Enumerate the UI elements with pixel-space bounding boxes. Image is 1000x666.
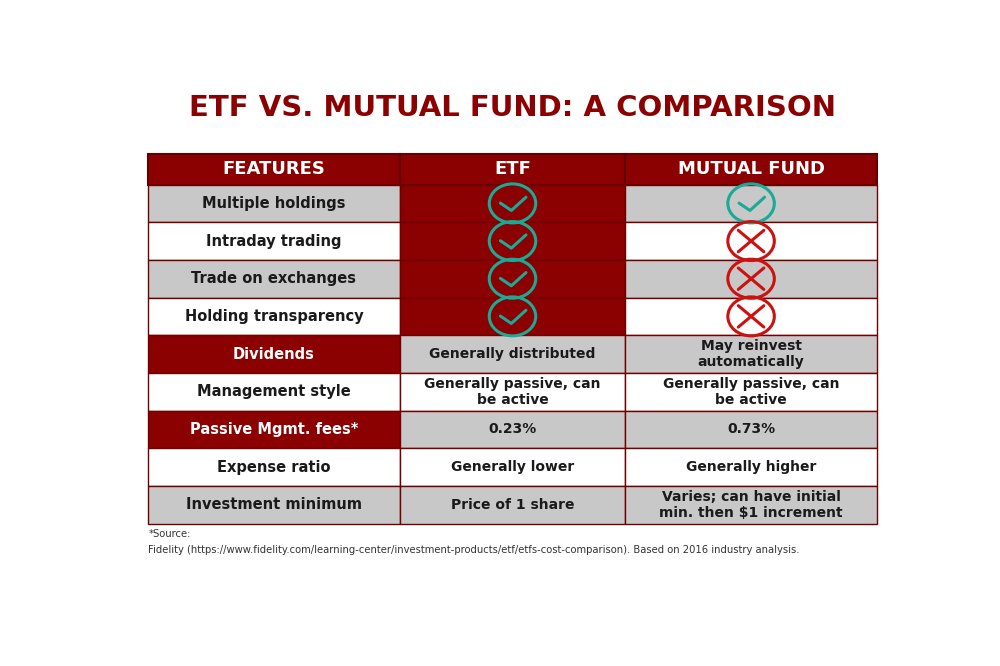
FancyBboxPatch shape: [148, 222, 400, 260]
Text: Passive Mgmt. fees*: Passive Mgmt. fees*: [190, 422, 358, 437]
FancyBboxPatch shape: [400, 298, 625, 335]
Text: Investment minimum: Investment minimum: [186, 498, 362, 512]
FancyBboxPatch shape: [148, 260, 400, 298]
FancyBboxPatch shape: [625, 373, 877, 410]
Text: Generally distributed: Generally distributed: [429, 347, 596, 361]
FancyBboxPatch shape: [400, 260, 625, 298]
Text: ETF VS. MUTUAL FUND: A COMPARISON: ETF VS. MUTUAL FUND: A COMPARISON: [189, 94, 836, 122]
Text: ETF: ETF: [494, 161, 531, 178]
Text: Generally passive, can
be active: Generally passive, can be active: [424, 376, 601, 407]
FancyBboxPatch shape: [400, 155, 625, 184]
Text: Expense ratio: Expense ratio: [217, 460, 331, 474]
Text: Generally passive, can
be active: Generally passive, can be active: [663, 376, 839, 407]
Text: 0.73%: 0.73%: [727, 422, 775, 436]
Text: May reinvest
automatically: May reinvest automatically: [698, 339, 804, 369]
FancyBboxPatch shape: [625, 155, 877, 184]
FancyBboxPatch shape: [625, 410, 877, 448]
FancyBboxPatch shape: [625, 335, 877, 373]
FancyBboxPatch shape: [148, 335, 400, 373]
Text: Trade on exchanges: Trade on exchanges: [191, 271, 356, 286]
FancyBboxPatch shape: [625, 260, 877, 298]
Text: Management style: Management style: [197, 384, 351, 399]
Text: *Source:: *Source:: [148, 529, 191, 539]
Text: Multiple holdings: Multiple holdings: [202, 196, 346, 211]
FancyBboxPatch shape: [148, 448, 400, 486]
Text: FEATURES: FEATURES: [222, 161, 325, 178]
FancyBboxPatch shape: [400, 335, 625, 373]
Text: 0.23%: 0.23%: [488, 422, 537, 436]
Text: Fidelity (https://www.fidelity.com/learning-center/investment-products/etf/etfs-: Fidelity (https://www.fidelity.com/learn…: [148, 545, 800, 555]
FancyBboxPatch shape: [625, 184, 877, 222]
FancyBboxPatch shape: [148, 373, 400, 410]
FancyBboxPatch shape: [148, 155, 400, 184]
Text: MUTUAL FUND: MUTUAL FUND: [678, 161, 825, 178]
Text: Varies; can have initial
min. then $1 increment: Varies; can have initial min. then $1 in…: [659, 490, 843, 519]
FancyBboxPatch shape: [400, 486, 625, 523]
FancyBboxPatch shape: [400, 184, 625, 222]
FancyBboxPatch shape: [400, 448, 625, 486]
FancyBboxPatch shape: [148, 184, 400, 222]
Text: Generally higher: Generally higher: [686, 460, 816, 474]
FancyBboxPatch shape: [625, 448, 877, 486]
Text: Holding transparency: Holding transparency: [185, 309, 363, 324]
FancyBboxPatch shape: [400, 222, 625, 260]
FancyBboxPatch shape: [400, 410, 625, 448]
FancyBboxPatch shape: [148, 298, 400, 335]
FancyBboxPatch shape: [148, 486, 400, 523]
Text: Dividends: Dividends: [233, 346, 315, 362]
Text: Price of 1 share: Price of 1 share: [451, 498, 574, 511]
FancyBboxPatch shape: [625, 486, 877, 523]
Text: Intraday trading: Intraday trading: [206, 234, 342, 248]
FancyBboxPatch shape: [625, 298, 877, 335]
FancyBboxPatch shape: [625, 222, 877, 260]
FancyBboxPatch shape: [148, 410, 400, 448]
Text: Generally lower: Generally lower: [451, 460, 574, 474]
FancyBboxPatch shape: [400, 373, 625, 410]
